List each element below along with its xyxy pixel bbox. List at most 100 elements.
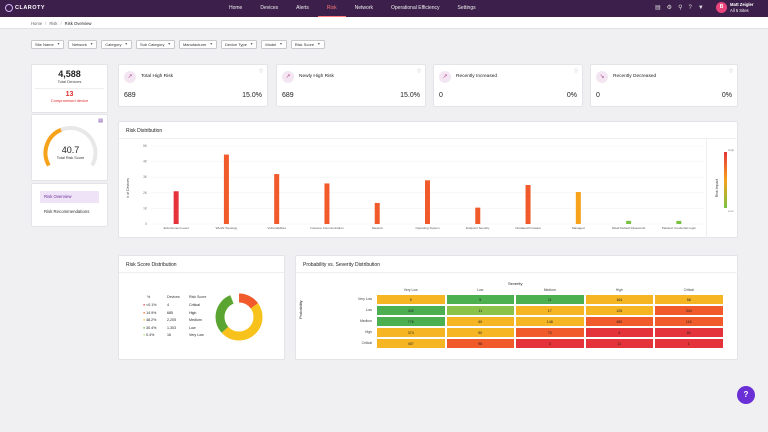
filter-device-type[interactable]: Device Type ▼ [220, 40, 258, 49]
heatmap-cell[interactable]: 60 [445, 316, 515, 327]
risk-side-menu: Risk Overview Risk Recommendations [31, 183, 108, 227]
warning-icon: ↗ [124, 71, 136, 83]
stat-card-recently-increased[interactable]: ↗ Recently Increased ⓘ 0 0% [433, 64, 583, 107]
risk-bar[interactable] [374, 202, 380, 224]
heatmap-cell[interactable]: 50 [445, 327, 515, 338]
settings-gear-icon[interactable]: ⚙ [666, 5, 673, 11]
info-icon[interactable]: ⓘ [729, 68, 733, 73]
stat-value: 0 [439, 92, 443, 99]
menu-risk-recommendations[interactable]: Risk Recommendations [44, 209, 90, 214]
heatmap-cell[interactable]: 3 [515, 338, 585, 349]
user-menu[interactable]: B Matt Zeigler All 5 Sites [716, 2, 754, 13]
risk-bar[interactable] [173, 191, 179, 224]
heatmap-cell[interactable]: 374 [376, 327, 446, 338]
x-tick-label: WLAN Topology [216, 226, 238, 230]
filter-icon[interactable]: ▼ [697, 5, 704, 11]
search-icon[interactable]: ⚲ [678, 5, 683, 11]
heatmap-cell[interactable]: 98 [445, 338, 515, 349]
compromised-label[interactable]: Compromised device [50, 98, 89, 103]
info-icon[interactable]: ⓘ [259, 68, 263, 73]
filter-manufacturer[interactable]: Manufacturer ▼ [178, 40, 217, 49]
chart-icon[interactable]: ▤ [98, 118, 103, 124]
risk-bar[interactable] [223, 154, 229, 224]
chevron-down-icon: ▼ [249, 42, 254, 46]
risk-bar[interactable] [525, 185, 531, 224]
compromised-value[interactable]: 13 [65, 91, 74, 98]
probability-row-label: Medium [359, 319, 372, 323]
stat-card-total-high-risk[interactable]: ↗ Total High Risk ⓘ 689 15.0% [118, 64, 268, 107]
breadcrumb-risk[interactable]: Risk [49, 21, 58, 26]
risk-bar[interactable] [475, 207, 481, 224]
reports-icon[interactable]: ▤ [655, 5, 661, 11]
heatmap-cell[interactable]: 11 [445, 305, 515, 316]
filter-model[interactable]: Model ▼ [261, 40, 287, 49]
heatmap-cell[interactable]: 60 [654, 327, 724, 338]
filter-network[interactable]: Network ▼ [68, 40, 98, 49]
info-icon[interactable]: ⓘ [574, 68, 578, 73]
heatmap-cell[interactable]: 407 [376, 338, 446, 349]
legend-high-label: High [728, 148, 735, 152]
filter-risk-score[interactable]: Risk Score ▼ [290, 40, 325, 49]
heatmap-cell[interactable]: 73 [515, 327, 585, 338]
user-sites: All 5 Sites [730, 7, 749, 13]
risk-bar[interactable] [575, 192, 581, 224]
risk-bar[interactable] [676, 220, 682, 224]
risk-score-donut [215, 293, 263, 341]
risk-score-row-high[interactable]: ● 14.9% 685 High [143, 310, 197, 315]
filter-site-name[interactable]: Site Name ▼ [31, 40, 65, 49]
risk-score-distribution-card: Risk Score Distribution % Devices Risk S… [118, 255, 286, 360]
heatmap-cell[interactable]: 126 [584, 305, 654, 316]
heatmap-cell[interactable]: 5 [445, 294, 515, 305]
info-icon[interactable]: ⓘ [417, 68, 421, 73]
nav-operational-efficiency[interactable]: Operational Efficiency [391, 5, 440, 11]
heatmap-cell[interactable]: 17 [515, 305, 585, 316]
nav-alerts[interactable]: Alerts [296, 5, 309, 11]
risk-bar[interactable] [626, 220, 632, 224]
menu-risk-overview[interactable]: Risk Overview [40, 191, 99, 203]
breadcrumb-home[interactable]: Home [31, 21, 43, 26]
donut-slice[interactable] [215, 293, 263, 341]
heatmap-cell[interactable]: 1 [654, 338, 724, 349]
risk-score-row-medium[interactable]: ● 48.2% 2,205 Medium [143, 318, 202, 322]
filter-sub-category[interactable]: Sub Category ▼ [136, 40, 175, 49]
heatmap-cell[interactable]: 9 [376, 294, 446, 305]
risk-bar[interactable] [425, 180, 430, 224]
heatmap-row: Very Low 9 5 11 164 58 [346, 294, 726, 305]
stat-card-recently-decreased[interactable]: ↘ Recently Decreased ⓘ 0 0% [590, 64, 738, 107]
help-icon[interactable]: ? [688, 5, 692, 11]
heatmap-cell[interactable]: 148 [515, 316, 585, 327]
stat-card-newly-high-risk[interactable]: ↗ Newly High Risk ⓘ 689 15.0% [276, 64, 426, 107]
heatmap-cell[interactable]: 58 [654, 294, 724, 305]
risk-bar[interactable] [324, 183, 330, 224]
heatmap-cell[interactable]: 344 [654, 305, 724, 316]
help-chat-button[interactable]: ? [737, 386, 755, 404]
y-tick-label: 2K [143, 191, 148, 195]
risk-bar[interactable] [274, 174, 280, 224]
stat-title: Total High Risk [141, 74, 173, 79]
risk-score-row-very-low[interactable]: ● 0.4% 16 Very Low [143, 333, 204, 337]
nav-home[interactable]: Home [229, 5, 243, 11]
probability-severity-card: Probability vs. Severity Distribution Se… [295, 255, 739, 360]
risk-score-row-low[interactable]: ● 30.4% 1,303 Low [143, 325, 196, 330]
donut-slice[interactable] [215, 293, 263, 341]
x-tick-label: Weak Default Passwords [612, 226, 646, 230]
summary-card: 4,588 Total Devices 13 Compromised devic… [31, 64, 108, 113]
claroty-logo[interactable]: CLAROTY [5, 4, 45, 12]
nav-devices[interactable]: Devices [260, 5, 279, 11]
nav-network[interactable]: Network [354, 5, 373, 11]
heatmap-cell[interactable]: 4 [584, 327, 654, 338]
risk-score-row-critical[interactable]: ● <0.1% 4 Critical [143, 303, 200, 307]
heatmap-cell[interactable]: 776 [376, 316, 446, 327]
heatmap-row: Medium 776 60 148 480 116 [346, 316, 726, 327]
heatmap-cell[interactable]: 442 [376, 305, 446, 316]
heatmap-cell[interactable]: 11 [515, 294, 585, 305]
heatmap-cell[interactable]: 164 [584, 294, 654, 305]
heatmap-cell[interactable]: 11 [584, 338, 654, 349]
nav-settings[interactable]: Settings [457, 5, 476, 11]
heatmap-row: High 374 50 73 4 60 [346, 327, 726, 338]
heatmap-cell[interactable]: 480 [584, 316, 654, 327]
nav-risk[interactable]: Risk [317, 0, 346, 17]
filter-category[interactable]: Category ▼ [101, 40, 132, 49]
donut-slice[interactable] [215, 293, 263, 341]
heatmap-cell[interactable]: 116 [654, 316, 724, 327]
